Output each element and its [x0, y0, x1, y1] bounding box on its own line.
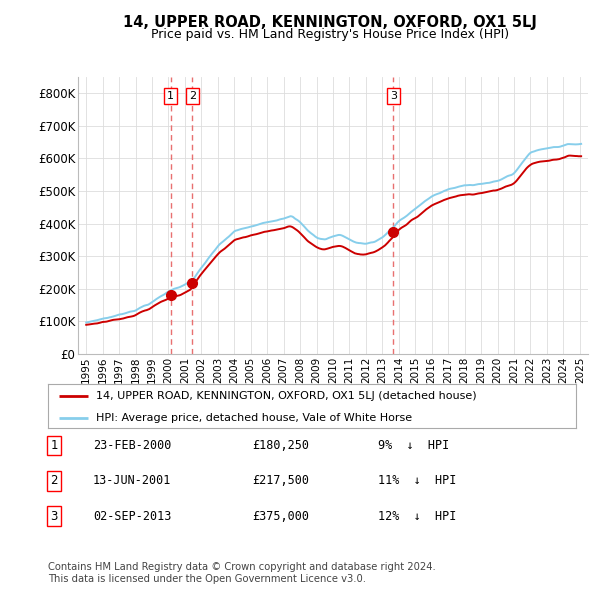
Text: £217,500: £217,500: [252, 474, 309, 487]
Text: 3: 3: [50, 510, 58, 523]
Text: 13-JUN-2001: 13-JUN-2001: [93, 474, 172, 487]
Text: 14, UPPER ROAD, KENNINGTON, OXFORD, OX1 5LJ (detached house): 14, UPPER ROAD, KENNINGTON, OXFORD, OX1 …: [95, 391, 476, 401]
Text: 2: 2: [50, 474, 58, 487]
Text: 2: 2: [189, 91, 196, 101]
Text: 14, UPPER ROAD, KENNINGTON, OXFORD, OX1 5LJ: 14, UPPER ROAD, KENNINGTON, OXFORD, OX1 …: [123, 15, 537, 30]
Text: HPI: Average price, detached house, Vale of White Horse: HPI: Average price, detached house, Vale…: [95, 413, 412, 423]
Text: 1: 1: [167, 91, 174, 101]
Text: £375,000: £375,000: [252, 510, 309, 523]
Text: £180,250: £180,250: [252, 439, 309, 452]
Text: 12%  ↓  HPI: 12% ↓ HPI: [378, 510, 457, 523]
Text: 02-SEP-2013: 02-SEP-2013: [93, 510, 172, 523]
Text: 1: 1: [50, 439, 58, 452]
Text: 23-FEB-2000: 23-FEB-2000: [93, 439, 172, 452]
Text: 9%  ↓  HPI: 9% ↓ HPI: [378, 439, 449, 452]
Text: Price paid vs. HM Land Registry's House Price Index (HPI): Price paid vs. HM Land Registry's House …: [151, 28, 509, 41]
Text: 3: 3: [390, 91, 397, 101]
Text: Contains HM Land Registry data © Crown copyright and database right 2024.
This d: Contains HM Land Registry data © Crown c…: [48, 562, 436, 584]
Text: 11%  ↓  HPI: 11% ↓ HPI: [378, 474, 457, 487]
